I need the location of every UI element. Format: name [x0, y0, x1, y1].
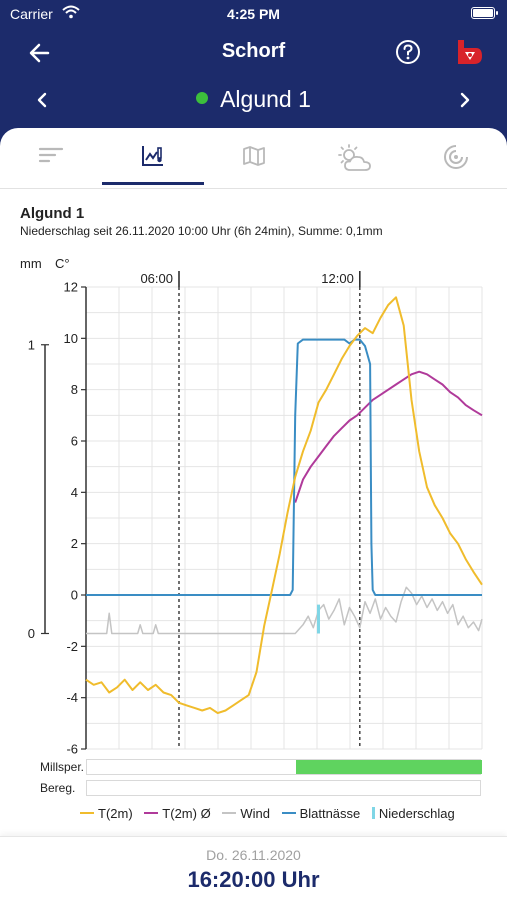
temp-tick-label: -4 [66, 690, 78, 705]
back-arrow-icon[interactable] [26, 39, 54, 67]
tab-map[interactable] [203, 128, 304, 188]
left-axis-unit: mm [20, 256, 42, 271]
legend-item-temp: T(2m) [80, 806, 133, 821]
temp-tick-label: 12 [64, 280, 78, 295]
temp-tick-label: -2 [66, 639, 78, 654]
temp-tick-label: 2 [71, 536, 78, 551]
precipitation-bar [316, 604, 320, 634]
help-icon[interactable] [395, 39, 421, 65]
clock: 4:25 PM [227, 6, 280, 22]
time-marker-label: 06:00 [140, 271, 173, 286]
map-icon [242, 146, 265, 166]
footer-time: 16:20:00 Uhr [187, 867, 320, 892]
tab-radar[interactable] [405, 128, 506, 188]
footer-date: Do. 26.11.2020 [206, 847, 301, 863]
legend-item-wind: Wind [222, 806, 270, 821]
temp-tick-label: 10 [64, 331, 78, 346]
navigation-bar: Schorf [0, 34, 507, 70]
tab-list[interactable] [0, 128, 101, 188]
radar-icon [443, 145, 468, 169]
temp-tick-label: 6 [71, 434, 78, 449]
battery-icon [471, 7, 498, 19]
infection-period-fill [295, 760, 482, 774]
tab-chart[interactable] [102, 128, 203, 188]
series-line-t-2m- [294, 370, 483, 503]
series-line-t-2m- [85, 296, 483, 715]
station-selector: Algund 1 [0, 84, 507, 116]
mm-tick-label: 1 [28, 337, 35, 352]
wifi-icon [62, 5, 80, 22]
tab-bar [0, 128, 507, 189]
station-status-dot [196, 92, 209, 104]
mills-period-bar [86, 759, 482, 775]
temp-tick-label: 0 [71, 588, 78, 603]
station-heading: Algund 1 [20, 205, 85, 222]
series-line-blattn-sse [86, 338, 482, 596]
mm-tick-label: 0 [28, 626, 35, 641]
brand-logo[interactable] [456, 38, 484, 66]
status-bar: Carrier 4:25 PM [0, 0, 507, 28]
weather-chart: 12 10 8 6 4 2 0 -2 -4 -6 0 1 06:00 12:00 [28, 271, 483, 757]
legend-item-precipitation: Niederschlag [371, 806, 455, 821]
right-axis-unit: C° [55, 256, 70, 271]
temp-tick-label: 4 [71, 485, 78, 500]
status-row-label-mills: Millsper. [40, 760, 85, 774]
app-header: Carrier 4:25 PM Schorf [0, 0, 507, 150]
legend-item-leaf-wetness: Blattnässe [281, 806, 360, 821]
chart-legend: T(2m) T(2m) Ø Wind Blattnässe Niederschl… [80, 806, 463, 824]
status-row-label-irrigation: Bereg. [40, 781, 76, 795]
station-title: Algund 1 [0, 86, 507, 113]
temp-tick-label: 8 [71, 382, 78, 397]
series-line-wind [86, 586, 483, 635]
temp-tick-label: -6 [66, 742, 78, 757]
station-name: Algund 1 [220, 86, 311, 112]
time-footer: Do. 26.11.2020 16:20:00 Uhr [0, 836, 507, 901]
legend-item-temp-avg: T(2m) Ø [144, 806, 211, 821]
chevron-left-icon[interactable] [34, 91, 52, 109]
page-title: Schorf [221, 40, 286, 62]
precipitation-summary: Niederschlag seit 26.11.2020 10:00 Uhr (… [20, 224, 383, 238]
carrier-label: Carrier [10, 6, 53, 22]
partly-cloudy-icon [337, 144, 371, 171]
irrigation-bar [86, 780, 481, 796]
active-tab-indicator [102, 182, 204, 185]
tab-weather[interactable] [304, 128, 405, 188]
time-marker-label: 12:00 [321, 271, 354, 286]
sort-lines-icon [38, 147, 63, 163]
chart-icon [141, 146, 163, 166]
chevron-right-icon[interactable] [455, 91, 473, 109]
